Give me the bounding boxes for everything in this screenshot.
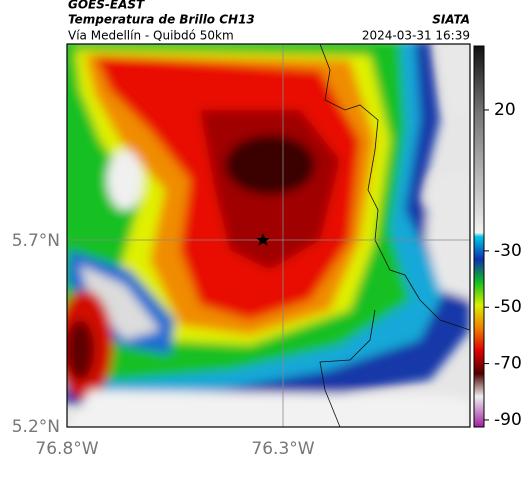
- source-label: GOES-EAST: [68, 0, 145, 12]
- subtitle: Vía Medellín - Quibdó 50km: [68, 29, 234, 43]
- colorbar: [473, 45, 485, 428]
- colorbar-tick-label: -30: [494, 241, 522, 261]
- timestamp: 2024-03-31 16:39: [362, 29, 470, 43]
- map-title: Temperatura de Brillo CH13: [68, 13, 255, 27]
- colorbar-tick-label: -90: [494, 410, 522, 430]
- satellite-image: [67, 44, 470, 427]
- plot-frame: [66, 43, 471, 428]
- lat-label: 5.7°N: [12, 231, 60, 251]
- agency-label: SIATA: [432, 13, 470, 27]
- lon-label: 76.8°W: [35, 439, 98, 459]
- lon-label: 76.3°W: [251, 439, 314, 459]
- colorbar-tick-label: -70: [494, 354, 522, 374]
- colorbar-tick-label: 20: [494, 100, 516, 120]
- lat-label: 5.2°N: [12, 417, 60, 437]
- colorbar-tick-label: -50: [494, 297, 522, 317]
